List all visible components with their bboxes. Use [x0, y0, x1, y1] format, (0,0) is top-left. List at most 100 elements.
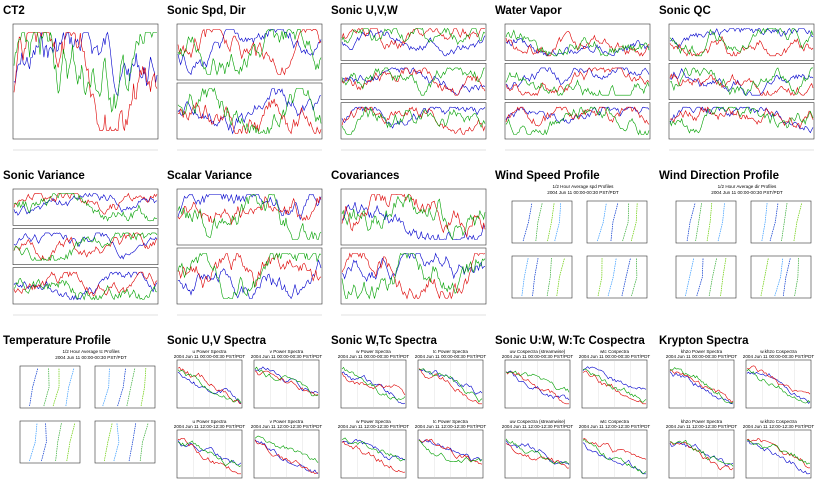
profile-line — [622, 202, 630, 242]
plot-line — [177, 29, 322, 76]
profile-line — [117, 367, 126, 407]
profile-line — [55, 422, 62, 462]
subplot-time: 2004 Jun 11 00:00-00:30 PST/PDT — [338, 354, 410, 359]
plot-line — [582, 439, 647, 475]
panel-title[interactable]: Sonic U:W, W:Tc Cospectra — [495, 335, 645, 347]
plot-frame — [12, 23, 159, 140]
profile-line — [695, 202, 702, 242]
plot-frame — [675, 200, 737, 244]
profile-line — [126, 367, 136, 407]
plot-line — [177, 28, 322, 76]
plot-frame — [504, 102, 651, 140]
plot-line — [254, 366, 319, 394]
plot-line — [669, 367, 734, 404]
profile-line — [769, 202, 779, 242]
panel-title[interactable]: Covariances — [331, 170, 399, 182]
plot-line — [254, 435, 319, 463]
panel-title[interactable]: Water Vapor — [495, 5, 562, 17]
plot-frame — [504, 63, 651, 100]
profile-line — [43, 367, 50, 407]
subplot-time: 2004 Jun 11 00:00-00:30 PST/PDT — [502, 354, 574, 359]
panel-title[interactable]: Sonic QC — [659, 5, 711, 17]
panel-title[interactable]: Krypton Spectra — [659, 335, 749, 347]
plot-frame — [12, 188, 159, 226]
plot-line — [177, 252, 322, 288]
plot-frame — [340, 63, 487, 100]
profile-line — [708, 257, 718, 297]
profile-line — [547, 202, 555, 242]
subplot-time: 2004 Jun 11 00:00-00:30 PST/PDT — [174, 354, 246, 359]
plot-line — [505, 29, 650, 57]
plot-line — [669, 35, 814, 57]
plot-line — [341, 67, 486, 96]
plot-line — [746, 439, 811, 465]
plot-line — [177, 195, 322, 226]
plot-line — [13, 32, 157, 113]
panel-title[interactable]: Sonic W,Tc Spectra — [331, 335, 437, 347]
plot-line — [505, 443, 570, 469]
panel-title[interactable]: Sonic U,V Spectra — [167, 335, 267, 347]
plot-line — [418, 368, 483, 403]
panel-title[interactable]: Sonic Variance — [3, 170, 85, 182]
panel-title[interactable]: Temperature Profile — [3, 335, 111, 347]
plot-frame — [19, 420, 81, 464]
subplot-time: 2004 Jun 11 12:00-12:30 PST/PDT — [415, 424, 487, 429]
plot-line — [669, 73, 814, 96]
panel-title[interactable]: Wind Direction Profile — [659, 170, 779, 182]
plot-line — [177, 98, 322, 135]
profile-line — [610, 202, 619, 242]
plot-line — [13, 193, 157, 222]
plot-line — [177, 194, 322, 240]
profile-line — [774, 257, 784, 297]
plot-line — [177, 88, 322, 135]
subplot-title: uw Cospectra (streamwise) — [510, 419, 566, 424]
plot-frame — [668, 23, 815, 61]
plot-header: 1/2 Hour Average dir Profiles — [718, 184, 777, 189]
plot-frame — [94, 420, 156, 464]
profile-line — [140, 367, 147, 407]
plot-line — [13, 31, 158, 97]
plot-frame — [668, 102, 815, 140]
plot-line — [341, 202, 486, 241]
subplot-time: 2004 Jun 11 00:00-00:30 PST/PDT — [743, 354, 815, 359]
plot-line — [341, 67, 486, 96]
plot-frame — [12, 267, 159, 305]
profile-line — [522, 202, 533, 242]
plot-line — [13, 271, 158, 297]
plot-frame — [340, 247, 487, 305]
plot-line — [505, 106, 650, 136]
profile-line — [717, 202, 725, 242]
plot-line — [177, 193, 322, 221]
panel-title[interactable]: Sonic Spd, Dir — [167, 5, 246, 17]
profile-line — [113, 422, 120, 462]
plot-line — [669, 369, 734, 403]
plot-line — [254, 370, 319, 396]
panel-title[interactable]: Scalar Variance — [167, 170, 252, 182]
profile-line — [65, 367, 75, 407]
subplot-time: 2004 Jun 11 00:00-00:30 PST/PDT — [251, 354, 323, 359]
plot-line — [341, 437, 405, 462]
plot-line — [177, 371, 242, 405]
subplot-time: 2004 Jun 11 00:00-00:30 PST/PDT — [666, 354, 738, 359]
plot-line — [418, 440, 483, 463]
subplot-time: 2004 Jun 11 12:00-12:30 PST/PDT — [502, 424, 574, 429]
profile-line — [128, 422, 137, 462]
plot-line — [418, 369, 483, 395]
subplot-time: 2004 Jun 11 00:00-00:30 PST/PDT — [579, 354, 651, 359]
plot-line — [341, 252, 486, 300]
plot-line — [341, 252, 486, 282]
plot-line — [669, 439, 734, 467]
plot-frame — [340, 23, 487, 61]
plot-frame — [176, 82, 323, 140]
panel-title[interactable]: CT2 — [3, 5, 25, 17]
panel-title[interactable]: Sonic U,V,W — [331, 5, 398, 17]
plot-line — [669, 27, 814, 49]
subplot-title: w.kh2o Cospectra — [760, 419, 797, 424]
plot-line — [254, 439, 319, 475]
profile-line — [607, 257, 617, 297]
plot-line — [746, 368, 811, 404]
panel-title[interactable]: Wind Speed Profile — [495, 170, 600, 182]
profile-line — [782, 257, 791, 297]
subplot-time: 2004 Jun 11 12:00-12:30 PST/PDT — [174, 424, 246, 429]
plot-line — [341, 106, 486, 135]
